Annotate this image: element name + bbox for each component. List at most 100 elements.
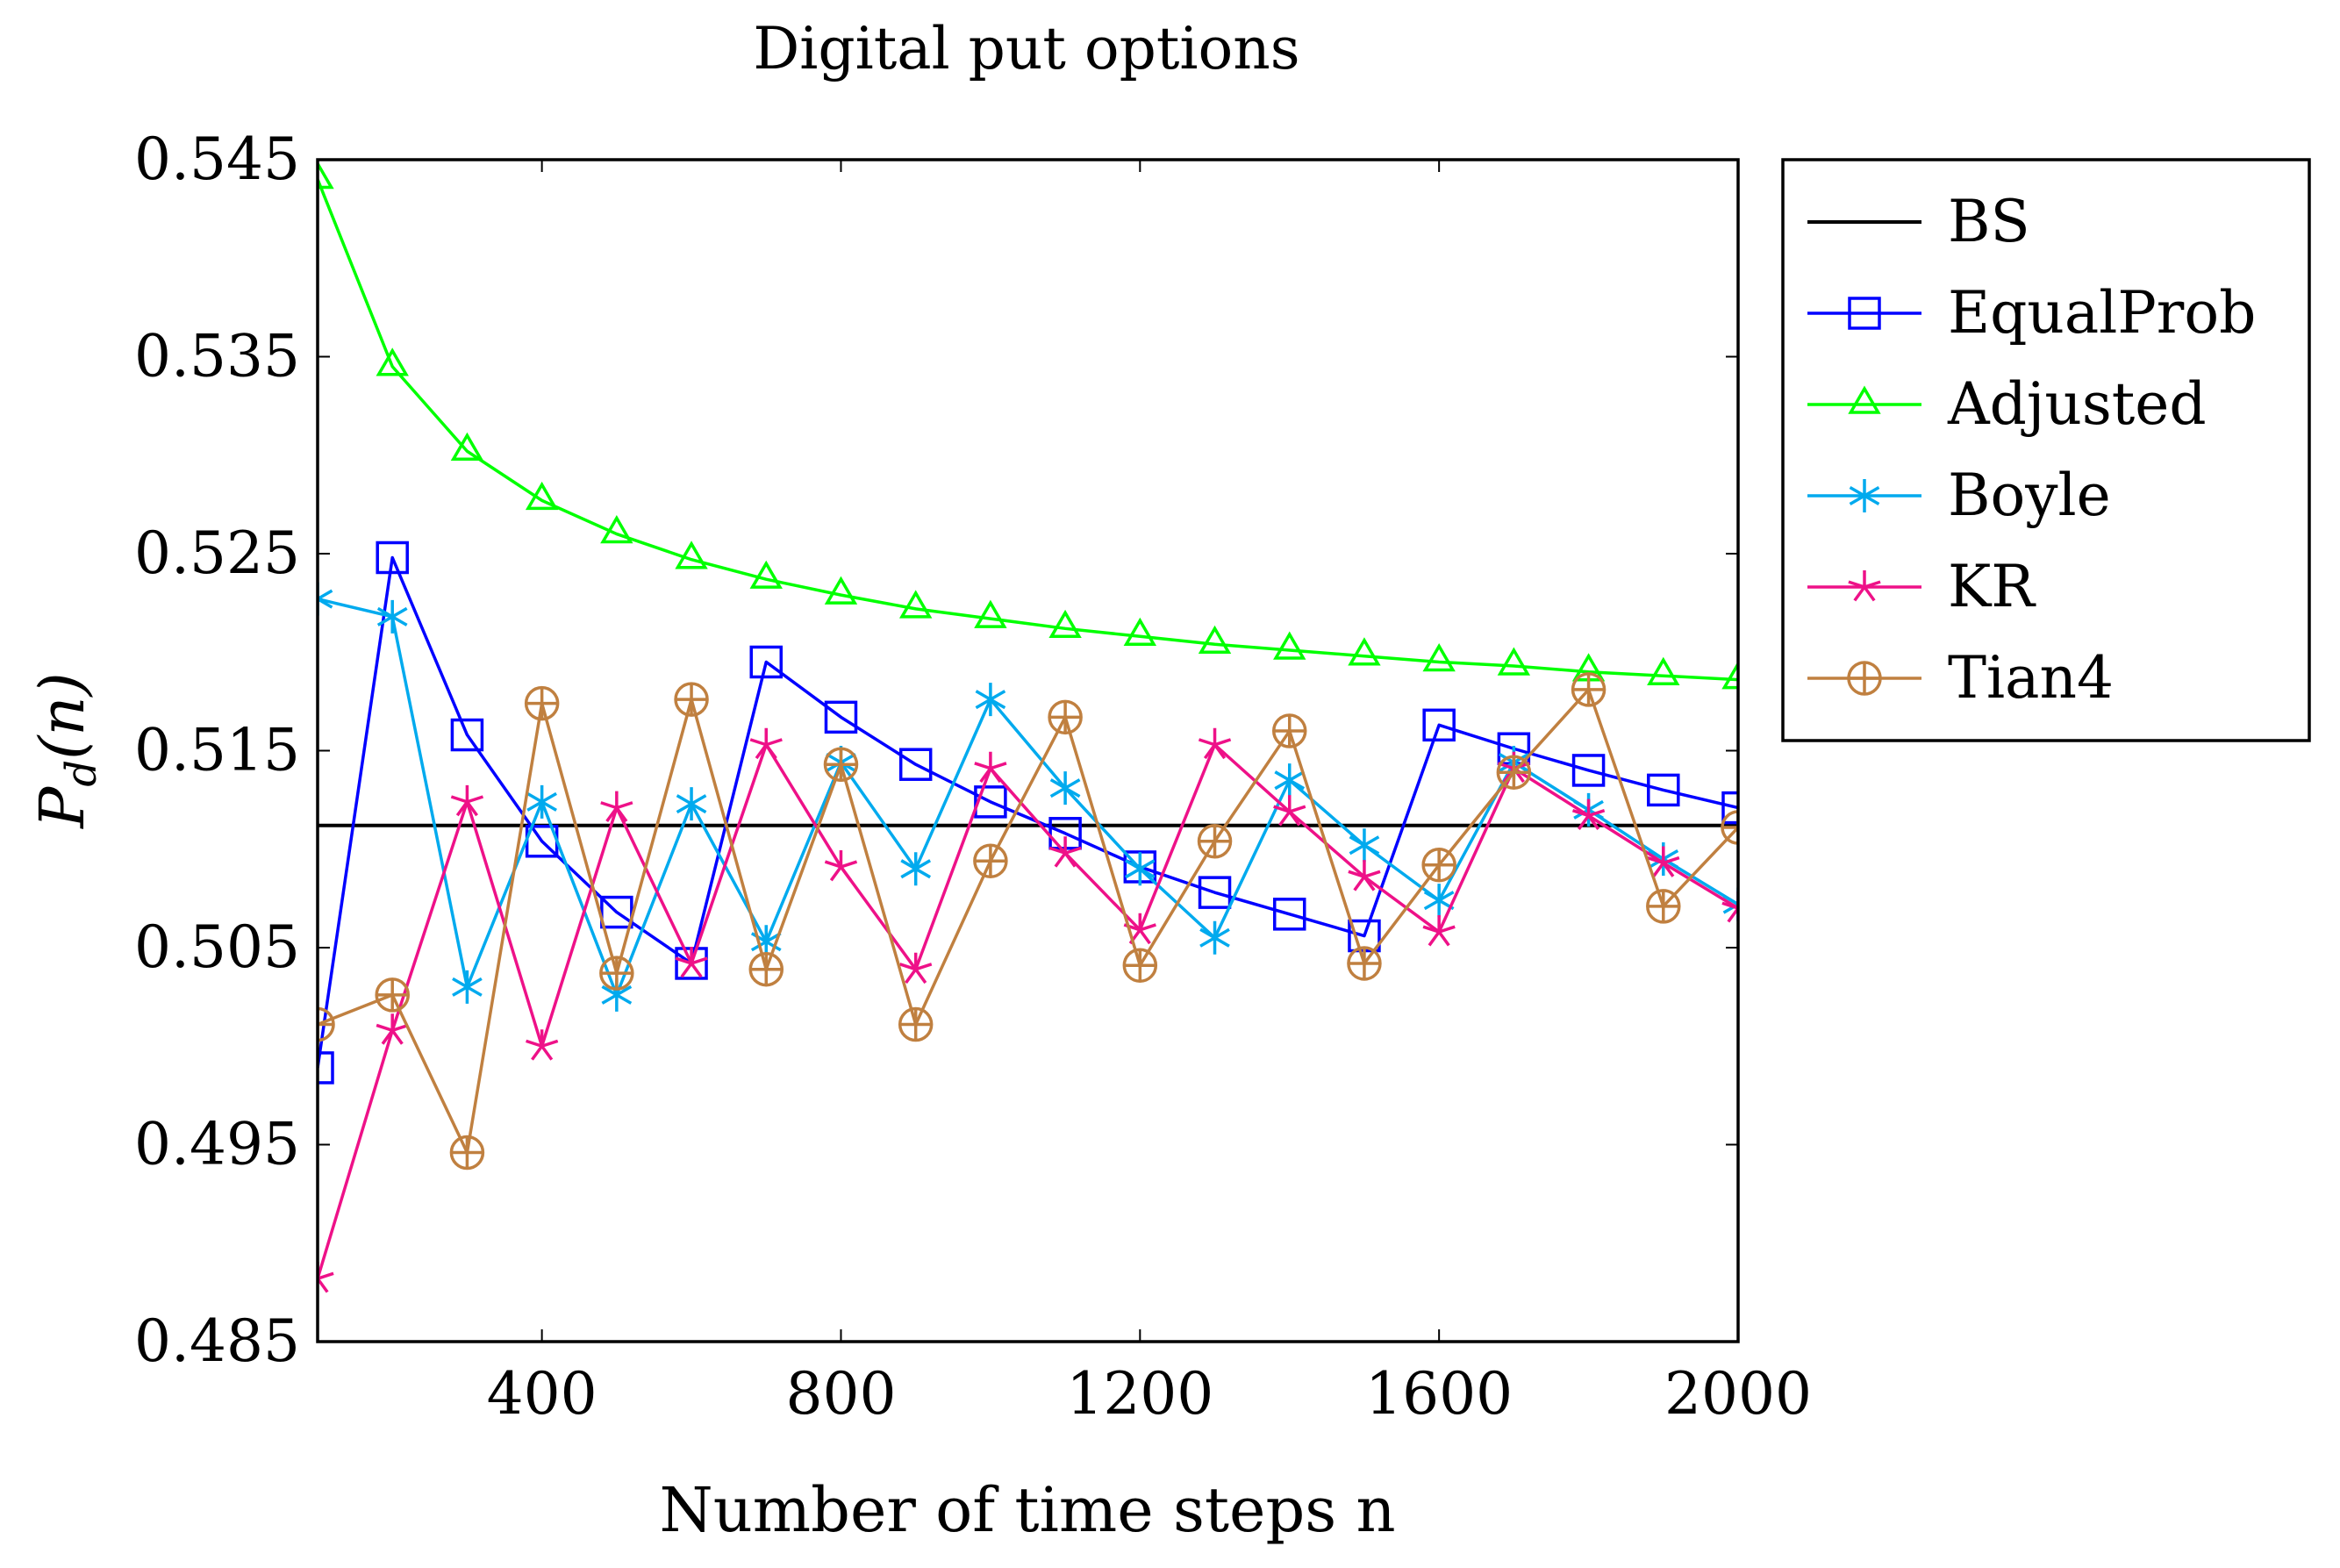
data-point-boyle — [1423, 884, 1455, 918]
data-point-equalprob — [898, 748, 933, 781]
data-point-boyle — [900, 852, 932, 886]
legend-box — [1781, 158, 2311, 742]
data-point-kr — [1571, 798, 1606, 830]
data-point-tian4-cross — [1572, 673, 1605, 705]
data-point-equalprob — [1272, 898, 1306, 931]
data-point-adjusted — [824, 576, 858, 605]
data-point-equalprob — [749, 645, 784, 679]
data-point-adjusted — [675, 541, 708, 569]
series-line-tian4 — [318, 688, 1738, 1155]
data-point-tian4-cross — [1647, 890, 1679, 922]
series-boyle — [318, 582, 1738, 1012]
legend-label-boyle: Boyle — [1948, 462, 2111, 529]
data-point-tian4-cross — [825, 748, 857, 781]
y-tick-label: 0.525 — [134, 519, 300, 587]
data-point-adjusted — [898, 590, 933, 619]
data-point-boyle — [1349, 828, 1380, 863]
series-kr — [318, 727, 1738, 1293]
data-point-adjusted — [1273, 631, 1306, 660]
data-point-tian4-cross — [1049, 701, 1082, 734]
data-point-kr — [1647, 846, 1680, 877]
data-point-equalprob — [1721, 791, 1738, 825]
data-point-boyle — [376, 599, 408, 634]
y-tick-label: 0.545 — [134, 125, 300, 193]
data-point-kr — [1721, 891, 1738, 923]
data-point-tian4-cross — [376, 978, 409, 1011]
legend-entry-tian4: Tian4 — [1807, 644, 2114, 712]
x-tick-label: 1200 — [1066, 1360, 1213, 1428]
data-point-adjusted — [1348, 637, 1381, 666]
x-tick-label: 2000 — [1664, 1360, 1812, 1428]
data-point-adjusted — [376, 347, 409, 376]
y-tick-label: 0.505 — [134, 913, 300, 981]
legend: BS EqualProb Adjusted Boyle KR Tian4 — [1781, 158, 2311, 742]
data-point-boyle — [1124, 852, 1156, 886]
data-point-tian4-cross — [1722, 812, 1738, 844]
data-point-boyle — [1722, 887, 1738, 921]
data-point-boyle — [526, 784, 557, 819]
data-point-boyle — [676, 787, 707, 821]
data-point-kr — [824, 849, 858, 882]
data-point-adjusted — [1048, 609, 1082, 639]
y-tick-label: 0.495 — [134, 1111, 300, 1178]
legend-marker-adjusted — [1848, 385, 1881, 414]
legend-label-tian4: Tian4 — [1948, 644, 2114, 712]
data-point-adjusted — [749, 560, 783, 589]
series-tian4 — [318, 672, 1738, 1171]
data-point-equalprob — [1647, 773, 1680, 807]
data-point-adjusted — [450, 432, 484, 462]
data-point-equalprob — [600, 895, 633, 929]
data-point-kr — [675, 946, 708, 978]
data-point-equalprob — [974, 785, 1007, 819]
data-point-tian4-cross — [526, 687, 558, 720]
data-point-tian4-cross — [750, 953, 783, 985]
data-point-tian4-cross — [1273, 715, 1306, 748]
data-point-equalprob — [376, 541, 409, 575]
data-point-adjusted — [1422, 642, 1456, 672]
data-point-equalprob — [1571, 754, 1606, 787]
y-axis-label-main: P — [26, 785, 98, 830]
data-point-adjusted — [1497, 647, 1531, 676]
data-point-boyle — [318, 582, 333, 616]
data-point-equalprob — [824, 700, 858, 734]
data-point-boyle — [1049, 771, 1081, 805]
data-point-adjusted — [1647, 656, 1680, 685]
data-point-kr — [1123, 913, 1156, 945]
data-point-kr — [974, 751, 1007, 784]
plot-frame — [316, 158, 1740, 1343]
data-point-kr — [376, 1013, 409, 1045]
data-point-tian4-cross — [318, 1008, 333, 1041]
legend-entry-equalprob: EqualProb — [1807, 279, 2256, 347]
data-point-tian4-cross — [1199, 825, 1231, 857]
legend-marker-equalprob — [1848, 297, 1881, 330]
data-point-boyle — [975, 683, 1006, 717]
y-tick-label: 0.515 — [134, 717, 300, 784]
tick-labels: 0.485 0.495 0.505 0.515 0.525 0.535 0.545 400 80… — [134, 125, 1812, 1428]
y-axis-label-arg: (n) — [26, 672, 98, 760]
legend-entry-kr: KR — [1807, 553, 2036, 620]
legend-entry-bs: BS — [1807, 188, 2030, 255]
x-tick-label: 800 — [785, 1360, 896, 1428]
series-line-equalprob — [318, 555, 1738, 1069]
data-point-tian4-cross — [676, 684, 708, 716]
legend-marker-boyle — [1849, 479, 1880, 512]
series-adjusted — [318, 160, 1738, 690]
data-point-kr — [899, 952, 933, 984]
data-point-boyle — [1274, 763, 1306, 798]
x-axis-label: Number of time steps n — [659, 1474, 1395, 1546]
data-point-kr — [1348, 860, 1381, 891]
data-point-boyle — [452, 970, 483, 1004]
data-point-adjusted — [1721, 661, 1738, 690]
data-point-tian4-cross — [974, 845, 1006, 877]
data-point-kr — [1198, 727, 1232, 760]
data-point-kr — [1048, 836, 1082, 868]
data-point-kr — [1422, 915, 1456, 947]
series-layer — [318, 160, 1738, 1293]
data-point-tian4-cross — [899, 1008, 932, 1041]
x-tick-label: 400 — [487, 1360, 598, 1428]
y-axis-label-sub: d — [57, 760, 106, 787]
data-point-adjusted — [525, 481, 559, 511]
data-point-kr — [450, 784, 484, 817]
legend-entry-boyle: Boyle — [1807, 462, 2111, 529]
